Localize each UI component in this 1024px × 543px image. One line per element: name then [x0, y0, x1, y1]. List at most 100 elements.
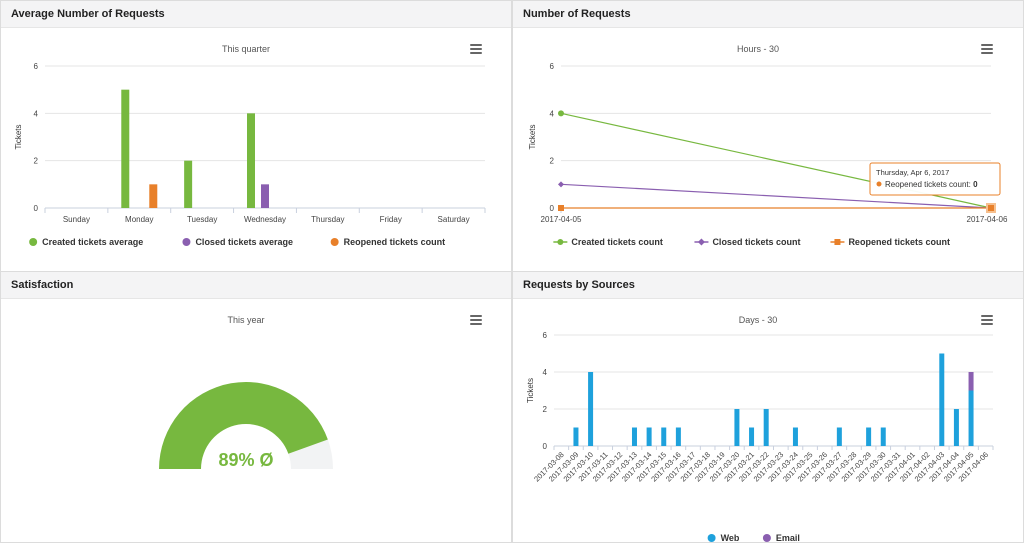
- gauge-value[interactable]: [159, 381, 328, 469]
- legend-marker: [182, 238, 191, 246]
- data-point[interactable]: [558, 181, 564, 188]
- hamburger-menu-icon[interactable]: [470, 44, 482, 54]
- hamburger-menu-icon[interactable]: [470, 315, 482, 325]
- panel-title: Number of Requests: [513, 1, 1023, 28]
- bar[interactable]: [866, 427, 872, 447]
- x-tick-label: Sunday: [63, 215, 90, 224]
- bar[interactable]: [661, 427, 667, 447]
- gauge-remaining: [288, 439, 333, 469]
- legend-item[interactable]: Created tickets average: [29, 237, 143, 247]
- menu-line: [470, 48, 482, 50]
- bar[interactable]: [261, 184, 269, 208]
- legend-label: Closed tickets average: [195, 237, 293, 247]
- y-tick-label: 0: [550, 204, 555, 213]
- panel-title: Average Number of Requests: [1, 1, 511, 28]
- legend-label: Reopened tickets count: [848, 237, 950, 247]
- bar[interactable]: [968, 372, 974, 391]
- bar[interactable]: [247, 113, 255, 208]
- legend-item[interactable]: Reopened tickets count: [830, 237, 950, 247]
- tooltip-value: Reopened tickets count: 0: [885, 180, 978, 189]
- bar[interactable]: [749, 427, 755, 447]
- y-tick-label: 6: [543, 331, 548, 340]
- hamburger-menu-icon[interactable]: [981, 44, 993, 54]
- x-tick-label: Friday: [380, 215, 402, 224]
- legend-item[interactable]: Created tickets count: [553, 237, 663, 247]
- y-tick-label: 0: [543, 442, 548, 451]
- x-tick-label: Wednesday: [244, 215, 286, 224]
- legend-item[interactable]: Closed tickets average: [182, 237, 293, 247]
- legend-marker: [834, 239, 841, 245]
- legend-label: Reopened tickets count: [344, 237, 446, 247]
- x-tick-label: 2017-04-06: [967, 215, 1008, 224]
- legend-marker: [29, 238, 38, 246]
- menu-line: [981, 319, 993, 321]
- menu-line: [470, 315, 482, 317]
- legend-marker: [557, 239, 564, 245]
- bar[interactable]: [792, 427, 798, 447]
- legend-marker: [707, 534, 716, 542]
- chart-subtitle: This year: [227, 315, 264, 325]
- legend-item[interactable]: Email: [762, 533, 800, 542]
- bar[interactable]: [880, 427, 886, 447]
- bar[interactable]: [836, 427, 842, 447]
- y-tick-label: 6: [34, 62, 39, 71]
- panel-number-requests: Number of Requests Hours - 30 0 2 4 6 Tickets…: [512, 0, 1024, 272]
- panel-title: Satisfaction: [1, 272, 511, 299]
- hamburger-menu-icon[interactable]: [981, 315, 993, 325]
- bar[interactable]: [734, 409, 740, 446]
- legend-item[interactable]: Reopened tickets count: [330, 237, 446, 247]
- y-tick-label: 2: [550, 157, 555, 166]
- panel-satisfaction: Satisfaction This year 89% Ø: [0, 271, 512, 543]
- series-line: [560, 183, 992, 209]
- bar[interactable]: [675, 427, 681, 447]
- legend-marker: [762, 534, 771, 542]
- requests-sources-chart: Days - 300246Tickets2017-03-082017-03-09…: [526, 315, 994, 542]
- y-axis-label: Tickets: [528, 124, 537, 149]
- y-axis-label: Tickets: [14, 124, 23, 149]
- x-tick-label: Saturday: [438, 215, 470, 224]
- data-point[interactable]: [558, 110, 564, 117]
- number-requests-chart: Hours - 30 0 2 4 6 Tickets 2017-04-05 2017-04-0…: [528, 44, 1008, 247]
- legend-item[interactable]: Closed tickets count: [694, 237, 800, 247]
- y-tick-label: 4: [34, 109, 39, 118]
- highlighted-point[interactable]: [986, 203, 996, 213]
- legend-marker: [330, 238, 339, 246]
- menu-line: [470, 323, 482, 325]
- chart-subtitle: Hours - 30: [737, 44, 779, 54]
- y-tick-label: 0: [34, 204, 39, 213]
- bar[interactable]: [573, 427, 579, 447]
- menu-line: [470, 319, 482, 321]
- menu-line: [981, 315, 993, 317]
- bar[interactable]: [646, 427, 652, 447]
- bar[interactable]: [953, 409, 959, 446]
- panel-average-requests: Average Number of Requests This quarter 0…: [0, 0, 512, 272]
- legend-label: Email: [776, 533, 800, 542]
- bar[interactable]: [588, 372, 594, 446]
- y-tick-label: 4: [550, 109, 555, 118]
- data-point[interactable]: [558, 205, 564, 211]
- panel-requests-sources: Requests by Sources Days - 30 0 2 4 6 Tickets…: [512, 271, 1024, 543]
- average-requests-chart: This quarter 0 2 4 6 Tickets Sunday Monday Tuesd…: [14, 44, 486, 247]
- satisfaction-gauge-chart: This year 89% Ø: [159, 315, 482, 470]
- y-tick-label: 2: [543, 405, 548, 414]
- bar[interactable]: [968, 390, 974, 447]
- y-tick-label: 6: [550, 62, 555, 71]
- bar[interactable]: [763, 409, 769, 446]
- bar[interactable]: [631, 427, 637, 447]
- legend-label: Created tickets average: [42, 237, 143, 247]
- x-tick-label: Monday: [125, 215, 153, 224]
- bar[interactable]: [184, 160, 193, 208]
- menu-line: [981, 48, 993, 50]
- x-tick-label: Thursday: [311, 215, 344, 224]
- chart-subtitle: This quarter: [222, 44, 270, 54]
- legend-item[interactable]: Web: [707, 533, 740, 542]
- menu-line: [981, 323, 993, 325]
- menu-line: [981, 52, 993, 54]
- bar[interactable]: [149, 184, 158, 208]
- bar[interactable]: [121, 89, 130, 208]
- menu-line: [470, 52, 482, 54]
- x-tick-label: 2017-04-05: [541, 215, 582, 224]
- bar[interactable]: [939, 353, 945, 447]
- gauge-label: 89% Ø: [218, 450, 273, 470]
- legend-label: Created tickets count: [571, 237, 663, 247]
